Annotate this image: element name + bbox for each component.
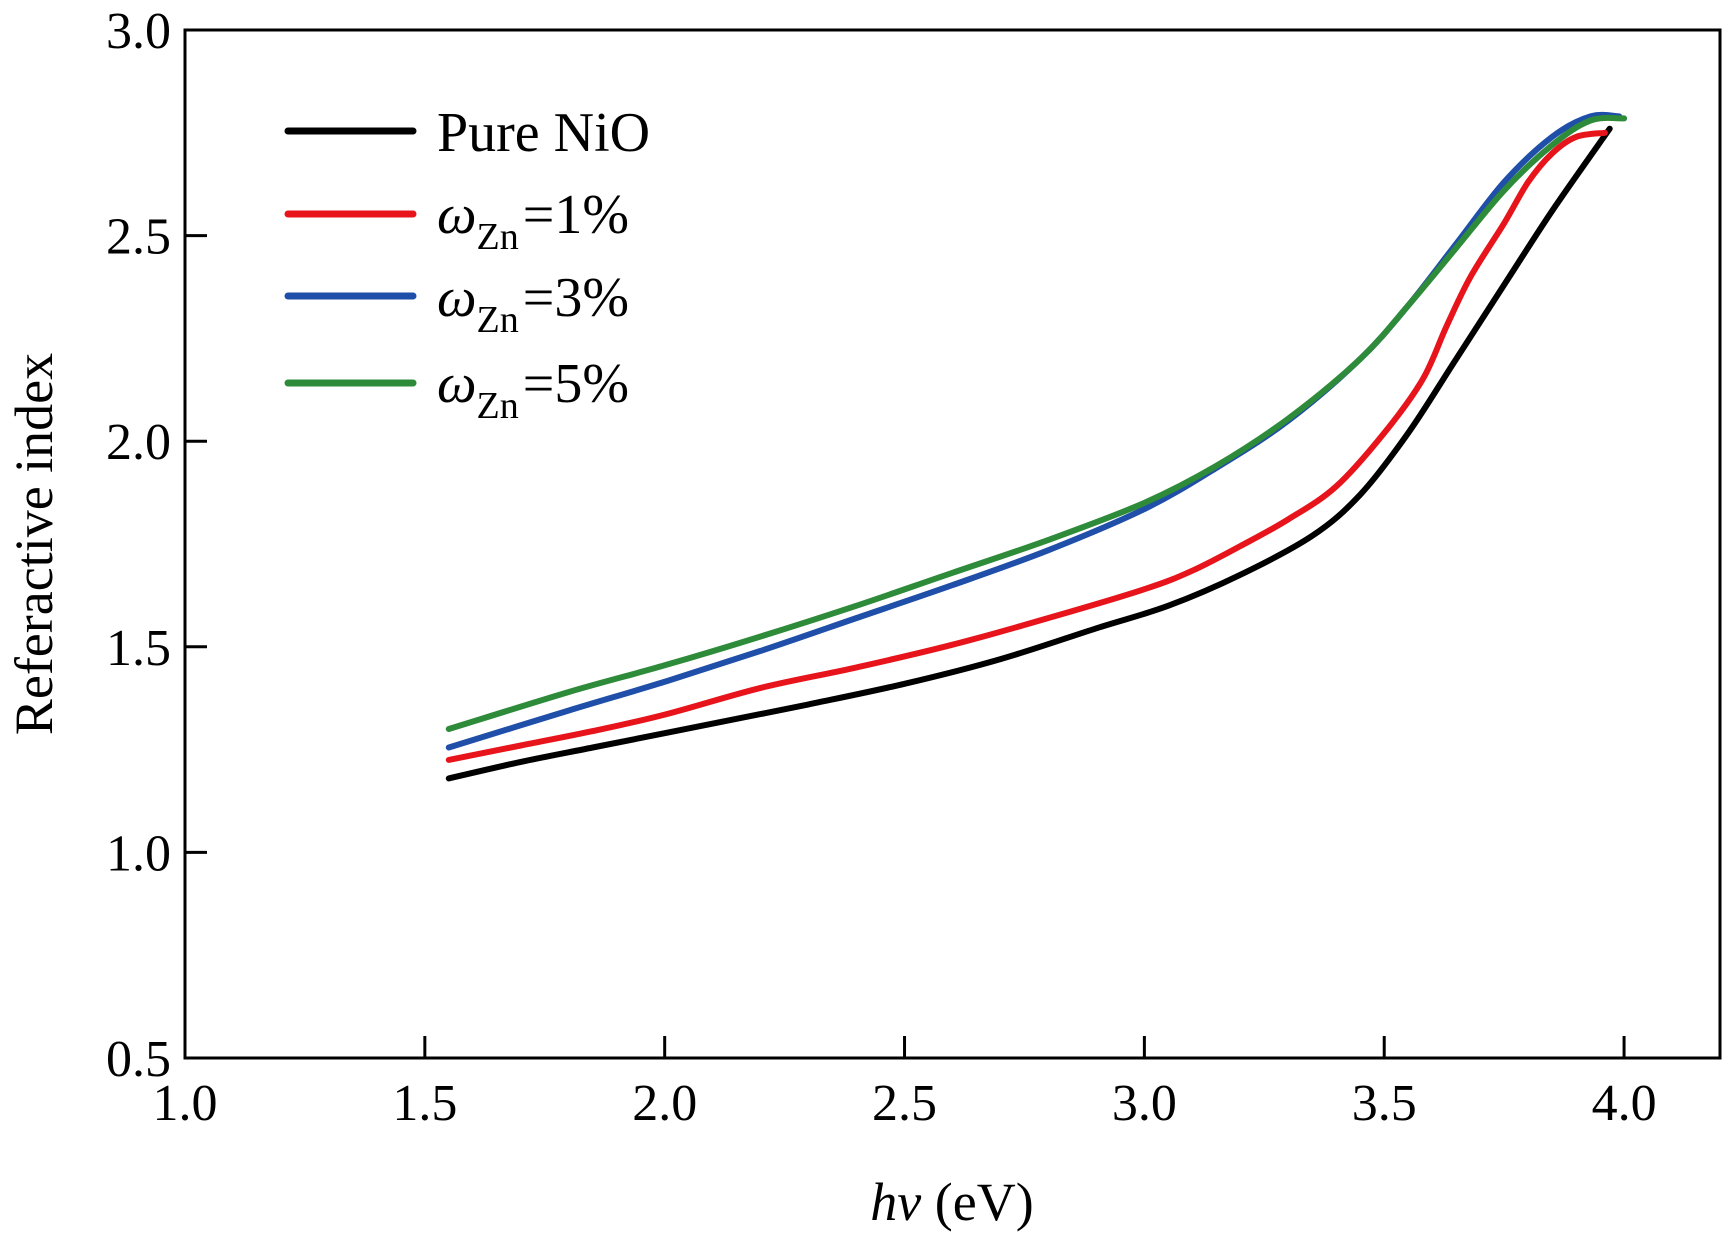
x-axis-title-symbol: hν — [870, 1172, 921, 1232]
y-tick-label: 1.5 — [106, 620, 171, 677]
legend-value-zn-5: =5% — [523, 353, 629, 415]
x-tick-label: 3.5 — [1352, 1075, 1417, 1132]
plot-frame — [183, 28, 1722, 1060]
legend-item-zn-1: ωZn=1% — [284, 184, 629, 258]
x-tick-labels: 1.0 1.5 2.0 2.5 3.0 3.5 4.0 — [153, 1075, 1657, 1132]
legend-label-zn-5: ωZn=5% — [437, 353, 629, 427]
legend-item-zn-3: ωZn=3% — [284, 267, 629, 341]
legend-item-pure-nio: Pure NiO — [284, 102, 650, 164]
series-line-0 — [445, 125, 1613, 782]
series-line-2 — [445, 111, 1623, 751]
series-line-3 — [445, 114, 1628, 732]
legend-symbol-zn-1: ω — [437, 184, 477, 246]
y-tick-label: 2.5 — [106, 209, 171, 266]
x-tick-label: 4.0 — [1592, 1075, 1657, 1132]
y-tick-labels: 0.5 1.0 1.5 2.0 2.5 3.0 — [106, 3, 171, 1088]
legend-value-zn-1: =1% — [523, 184, 629, 246]
x-tick-label: 2.5 — [872, 1075, 937, 1132]
x-tick-label: 2.0 — [632, 1075, 697, 1132]
series-line-1 — [445, 129, 1608, 763]
x-axis-title: hν (eV) — [870, 1172, 1033, 1232]
legend-label-pure-nio: Pure NiO — [437, 102, 650, 164]
legend-sub-zn-5: Zn — [477, 385, 519, 427]
legend-symbol-zn-3: ω — [437, 267, 477, 329]
legend: Pure NiO ωZn=1% ωZn=3% ωZn=5% — [284, 102, 650, 427]
x-axis-title-unit: (eV) — [921, 1172, 1033, 1232]
y-tick-label: 2.0 — [106, 414, 171, 471]
legend-item-zn-5: ωZn=5% — [284, 353, 629, 427]
y-tick-label: 1.0 — [106, 825, 171, 882]
x-tick-label: 3.0 — [1112, 1075, 1177, 1132]
legend-label-zn-3: ωZn=3% — [437, 267, 629, 341]
legend-symbol-zn-5: ω — [437, 353, 477, 415]
y-tick-label: 0.5 — [106, 1031, 171, 1088]
series-lines — [445, 111, 1628, 782]
legend-value-zn-3: =3% — [523, 267, 629, 329]
y-axis-title: Referactive index — [4, 353, 64, 735]
legend-sub-zn-3: Zn — [477, 299, 519, 341]
y-tick-label: 3.0 — [106, 3, 171, 60]
x-tick-label: 1.5 — [392, 1075, 457, 1132]
x-tick-label: 1.0 — [153, 1075, 218, 1132]
legend-label-zn-1: ωZn=1% — [437, 184, 629, 258]
axis-ticks — [185, 234, 1626, 1058]
legend-sub-zn-1: Zn — [477, 216, 519, 258]
